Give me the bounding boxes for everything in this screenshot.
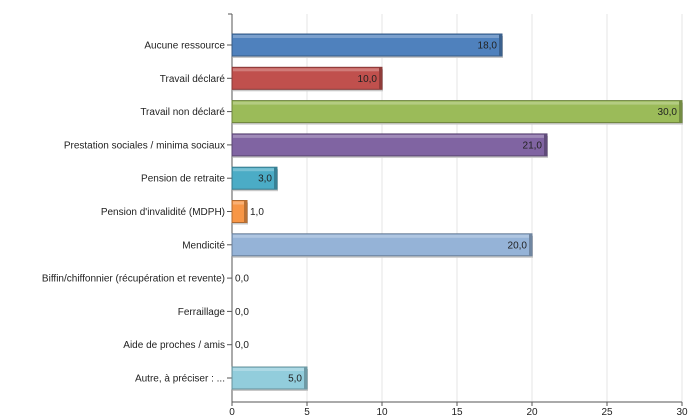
category-label: Mendicité — [182, 240, 225, 251]
value-label: 0,0 — [235, 274, 249, 285]
category-label: Biffin/chiffonnier (récupération et reve… — [42, 274, 225, 285]
category-label: Aide de proches / amis — [123, 340, 225, 351]
bar-edge — [679, 100, 682, 123]
bar-highlight — [233, 35, 501, 38]
bar-highlight — [233, 134, 546, 138]
value-label: 0,0 — [235, 340, 249, 351]
value-label: 3,0 — [258, 174, 272, 185]
category-label: Pension de retraite — [141, 174, 225, 185]
bar-edge — [379, 67, 382, 90]
bar-highlight — [233, 201, 246, 205]
x-tick-label: 5 — [304, 407, 310, 416]
bar-edge — [544, 133, 547, 156]
value-label: 0,0 — [235, 307, 249, 318]
x-tick-label: 15 — [451, 407, 463, 416]
bar-edge — [499, 34, 502, 56]
bar-highlight — [233, 68, 381, 72]
bar-edge — [304, 367, 307, 389]
category-label: Travail non déclaré — [140, 107, 225, 118]
value-label: 20,0 — [508, 240, 528, 251]
x-tick-label: 10 — [376, 407, 388, 416]
bar-edge — [529, 233, 532, 256]
value-label: 30,0 — [658, 107, 678, 118]
x-tick-label: 25 — [601, 407, 613, 416]
value-label: 10,0 — [358, 74, 378, 85]
bar-highlight — [233, 168, 276, 172]
bar-highlight — [233, 234, 531, 238]
x-tick-label: 0 — [229, 407, 235, 416]
x-tick-label: 20 — [526, 407, 538, 416]
bar-highlight — [233, 368, 306, 371]
category-label: Aucune ressource — [144, 41, 225, 52]
bar-edge — [244, 200, 247, 223]
value-label: 21,0 — [523, 140, 543, 151]
value-label: 5,0 — [288, 374, 302, 385]
value-label: 1,0 — [250, 207, 264, 218]
category-label: Prestation sociales / minima sociaux — [64, 140, 225, 151]
category-label: Travail déclaré — [160, 74, 226, 85]
bar-edge — [274, 167, 277, 190]
category-label: Pension d'invalidité (MDPH) — [101, 207, 225, 218]
x-tick-label: 30 — [676, 407, 688, 416]
value-label: 18,0 — [478, 41, 498, 52]
category-label: Ferraillage — [178, 307, 226, 318]
category-label: Autre, à préciser : ... — [135, 374, 225, 385]
bar-highlight — [233, 101, 681, 105]
